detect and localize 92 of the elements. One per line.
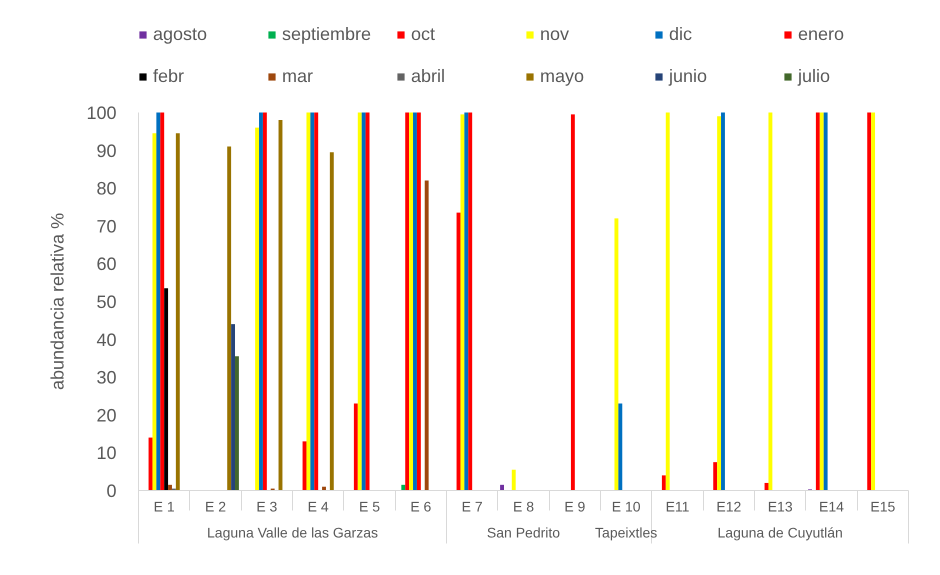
bar [168, 484, 172, 490]
x-tick-label: E11 [666, 498, 690, 514]
bar [464, 112, 468, 490]
text: Laguna Valle de las Garzas [207, 524, 378, 540]
text: Tapeixtles [595, 524, 658, 540]
y-tick-label: 60 [96, 254, 117, 274]
bar [871, 112, 876, 490]
x-tick-label: E 5 [358, 498, 380, 514]
bar [322, 486, 326, 490]
bar [405, 112, 410, 490]
bar [468, 112, 472, 490]
bar [160, 112, 164, 490]
bar [820, 112, 824, 490]
bar [721, 112, 725, 490]
x-tick-label: E 6 [410, 498, 432, 514]
bar [500, 484, 504, 490]
x-tick-label: E 1 [154, 498, 175, 514]
legend-label: dic [669, 22, 694, 46]
x-tick-label: E13 [768, 498, 793, 514]
legend-label: enero [798, 22, 846, 46]
legend-label: abril [411, 64, 446, 88]
x-tick-label: E 9 [564, 498, 586, 514]
bar [460, 114, 464, 490]
y-tick-label: 40 [96, 330, 117, 350]
legend-label: julio [798, 64, 832, 88]
bar [314, 112, 318, 490]
bar [302, 441, 306, 490]
bar [358, 112, 362, 490]
y-tick-label: 10 [96, 443, 117, 464]
bar [666, 112, 670, 490]
bar [618, 404, 622, 490]
bar [416, 112, 421, 490]
bar [278, 120, 282, 490]
bar [227, 146, 232, 490]
y-tick-label: 50 [96, 292, 117, 312]
bar [409, 112, 414, 490]
text: San Pedrito [486, 524, 560, 540]
y-tick-label: 100 [86, 103, 117, 123]
y-tick-label: 70 [96, 216, 117, 236]
bar [262, 112, 267, 490]
bar [255, 128, 260, 490]
bar [366, 112, 370, 490]
y-axis-title: abundancia relativa % [47, 212, 68, 390]
x-tick-label: E15 [870, 498, 896, 514]
x-tick-label: E 4 [308, 498, 329, 514]
bar [816, 112, 820, 490]
bar [570, 114, 575, 490]
bar [354, 404, 358, 490]
legend-label: agosto [153, 22, 208, 46]
bar [156, 112, 160, 490]
x-tick-label: E 2 [204, 498, 226, 514]
x-tick-label: E 7 [462, 498, 483, 514]
legend-label: oct [411, 22, 436, 46]
bar [231, 324, 236, 490]
bar [330, 152, 334, 490]
bar [717, 116, 722, 490]
bar [424, 180, 429, 490]
x-tick-label: E14 [819, 498, 844, 514]
bar [662, 475, 666, 490]
x-tick-label: E 3 [256, 498, 278, 514]
bar [176, 133, 180, 490]
bar [824, 112, 828, 490]
bar [310, 112, 314, 490]
bar [148, 438, 152, 490]
bar [235, 356, 239, 490]
y-tick-label: 90 [96, 140, 117, 161]
bar [768, 112, 772, 490]
bar [306, 112, 310, 490]
x-tick-label: E 10 [612, 498, 641, 514]
bar [713, 462, 718, 490]
legend-label: mar [282, 64, 314, 88]
y-tick-label: 20 [96, 405, 117, 426]
y-tick-label: 0 [106, 481, 117, 501]
legend-label: febr [153, 64, 186, 88]
bar [456, 212, 460, 490]
bar [867, 112, 872, 490]
legend-label: nov [540, 22, 570, 46]
bar [259, 112, 263, 490]
legend-label: mayo [540, 64, 586, 88]
bar [614, 218, 618, 490]
text: Laguna de Cuyutlán [718, 524, 843, 540]
bar [164, 288, 168, 490]
x-tick-label: E12 [716, 498, 742, 514]
bar [152, 133, 156, 490]
y-tick-label: 80 [96, 178, 117, 199]
legend-label: septiembre [282, 22, 372, 46]
bar [362, 112, 366, 490]
y-tick-label: 30 [96, 368, 117, 388]
legend-label: junio [669, 64, 708, 88]
bar [764, 482, 768, 490]
x-tick-label: E 8 [512, 498, 534, 514]
bar [413, 112, 417, 490]
